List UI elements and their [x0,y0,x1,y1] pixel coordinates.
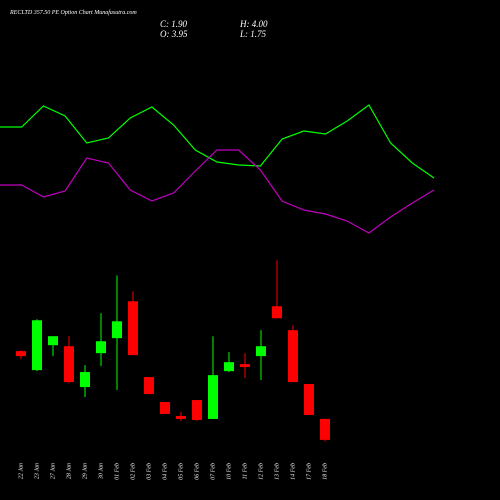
x-tick-label: 18 Feb [322,463,328,480]
ohlc-close: C: 1.90 [160,19,188,29]
x-tick-label: 23 Jan [34,463,40,479]
x-tick-label: 04 Feb [161,463,168,480]
indicator-line [0,149,435,234]
x-tick-label: 30 Jan [98,463,104,480]
x-tick-label: 10 Feb [226,463,232,480]
x-tick-label: 13 Feb [274,463,280,480]
x-tick-label: 02 Feb [130,463,136,480]
x-tick-label: 14 Feb [289,463,296,480]
candle-body [112,321,122,339]
x-tick-label: 07 Feb [210,463,216,480]
x-tick-label: 27 Jan [50,463,56,479]
indicator-line [0,104,435,179]
candle-body [272,306,282,319]
chart-title: RECLTD 357.50 PE Option Chart Munafasutr… [9,9,137,16]
candle-body [16,351,26,357]
x-tick-label: 28 Jan [66,463,72,479]
candle-body [304,384,314,415]
candle-body [288,330,298,383]
candle-body [208,375,218,419]
x-tick-label: 05 Feb [178,463,184,480]
candle-body [320,418,330,440]
candle-body [240,364,250,368]
candle-body [48,336,58,346]
candle-body [96,341,106,354]
candle-body [192,400,202,420]
ohlc-open: O: 3.95 [160,29,188,39]
ohlc-high: H: 4.00 [239,19,268,29]
candle-body [128,301,138,356]
x-tick-label: 29 Jan [82,463,88,479]
x-tick-label: 12 Feb [258,463,264,480]
x-tick-label: 17 Feb [306,463,312,480]
x-tick-label: 06 Feb [194,463,200,480]
x-tick-label: 01 Feb [114,463,120,480]
x-tick-label: 03 Feb [146,463,152,480]
candle-body [160,401,170,414]
candle-body [144,377,154,395]
ohlc-low: L: 1.75 [239,29,267,39]
candle-body [256,346,266,357]
x-tick-label: 11 Feb [242,463,248,479]
candle-body [176,415,186,419]
candle-body [32,320,42,371]
x-tick-label: 22 Jan [18,463,24,479]
candle-body [64,346,74,383]
candle-body [80,372,90,388]
candle-body [224,362,234,372]
